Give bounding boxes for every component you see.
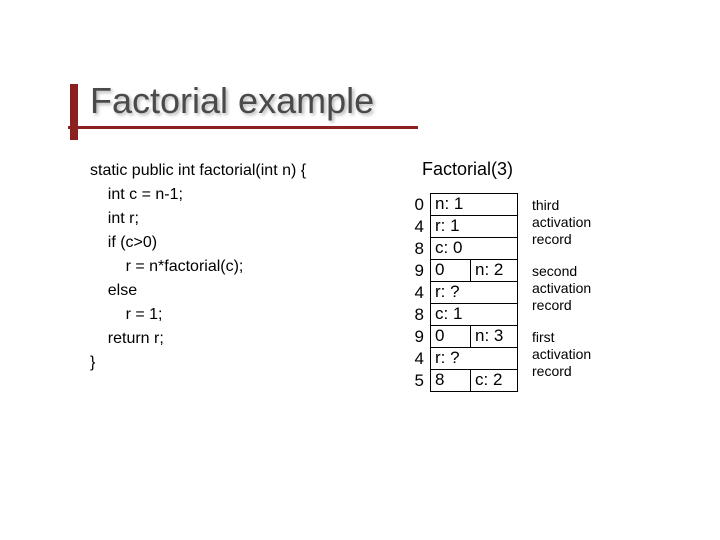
stack-addr: 9 [410, 326, 430, 348]
anno-line: second [532, 263, 591, 280]
stack-row: 4r: ? [410, 282, 518, 304]
stack-rows: 0n: 14r: 18c: 090n: 24r: ?8c: 190n: 34r:… [410, 194, 518, 392]
anno-line: third [532, 197, 591, 214]
stack-addr: 4 [410, 216, 430, 238]
stack-row: 8c: 0 [410, 238, 518, 260]
title-accent-bar [70, 84, 78, 140]
stack-addr: 5 [410, 370, 430, 392]
slide-title: Factorial example [90, 80, 660, 122]
stack-cell-right: c: 2 [471, 370, 517, 391]
stack-row: 58c: 2 [410, 370, 518, 392]
stack-row: 90n: 3 [410, 326, 518, 348]
stack-cell: c: 1 [430, 303, 518, 326]
stack-cell: c: 0 [430, 237, 518, 260]
anno-line: activation [532, 214, 591, 231]
stack-addr: 9 [410, 260, 430, 282]
slide: Factorial example static public int fact… [0, 0, 720, 540]
anno-line: activation [532, 280, 591, 297]
stack-addr: 4 [410, 348, 430, 370]
stack-row: 0n: 1 [410, 194, 518, 216]
stack-cell-left: 0 [431, 260, 471, 281]
activation-record-label: thirdactivationrecord [532, 197, 591, 263]
call-label: Factorial(3) [422, 159, 513, 180]
stack-row: 4r: 1 [410, 216, 518, 238]
stack-row: 8c: 1 [410, 304, 518, 326]
stack-cell-split: 0n: 2 [430, 259, 518, 282]
anno-line: first [532, 329, 591, 346]
stack-addr: 8 [410, 238, 430, 260]
stack-cell-left: 0 [431, 326, 471, 347]
stack-row: 90n: 2 [410, 260, 518, 282]
annotations-column: thirdactivationrecordsecondactivationrec… [532, 197, 591, 395]
activation-record-label: secondactivationrecord [532, 263, 591, 329]
stack-addr: 4 [410, 282, 430, 304]
stack-column: Factorial(3) 0n: 14r: 18c: 090n: 24r: ?8… [410, 159, 518, 392]
stack-cell-left: 8 [431, 370, 471, 391]
stack-cell: r: 1 [430, 215, 518, 238]
stack-diagram: Factorial(3) 0n: 14r: 18c: 090n: 24r: ?8… [410, 159, 591, 395]
stack-addr: 8 [410, 304, 430, 326]
stack-cell: r: ? [430, 281, 518, 304]
content-area: static public int factorial(int n) { int… [90, 159, 660, 395]
stack-cell-split: 8c: 2 [430, 369, 518, 392]
anno-line: record [532, 297, 591, 314]
stack-cell-split: 0n: 3 [430, 325, 518, 348]
stack-cell-right: n: 3 [471, 326, 517, 347]
anno-line: record [532, 363, 591, 380]
stack-cell: r: ? [430, 347, 518, 370]
code-block: static public int factorial(int n) { int… [90, 159, 370, 395]
stack-addr: 0 [410, 194, 430, 216]
anno-line: record [532, 231, 591, 248]
title-underline [68, 126, 418, 129]
activation-record-label: firstactivationrecord [532, 329, 591, 395]
stack-cell-right: n: 2 [471, 260, 517, 281]
stack-cell: n: 1 [430, 193, 518, 216]
anno-line: activation [532, 346, 591, 363]
stack-row: 4r: ? [410, 348, 518, 370]
